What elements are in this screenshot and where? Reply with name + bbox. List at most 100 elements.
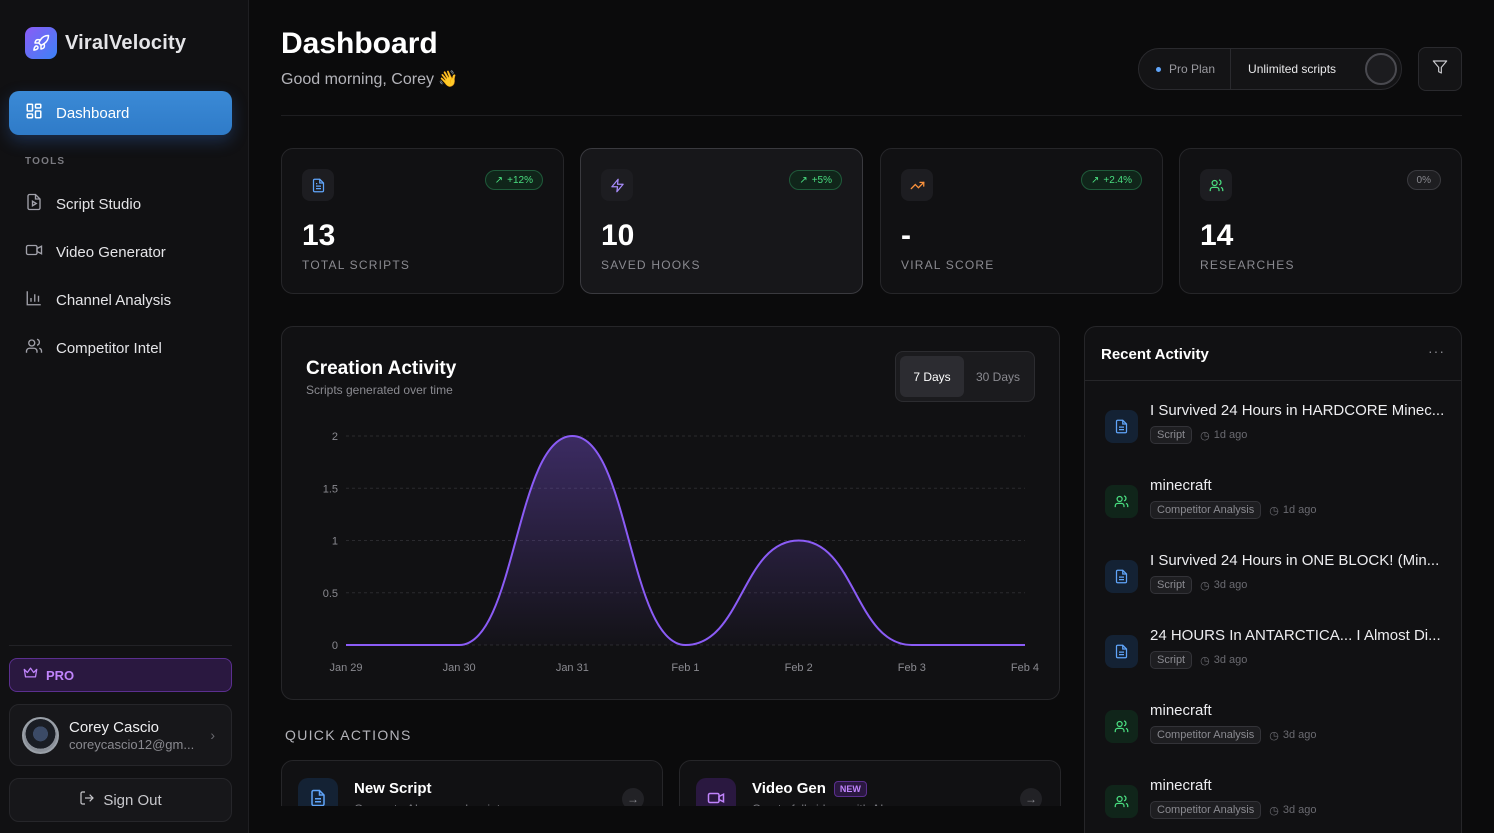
activity-item[interactable]: I Survived 24 Hours in ONE BLOCK! (Min..… [1105,552,1445,612]
divider [9,645,232,646]
plan-pill[interactable]: Pro Plan Unlimited scripts [1138,48,1402,90]
sidebar-item-dashboard[interactable]: Dashboard [9,91,232,135]
activity-item-tag: Script [1150,576,1193,594]
video-icon [25,241,43,264]
time-text: 3d ago [1282,729,1317,741]
x-tick-label: Jan 31 [556,662,589,674]
stat-card-total-scripts[interactable]: ↗ +12% 13 TOTAL SCRIPTS [281,148,564,294]
action-title-text: Video Gen [752,780,826,797]
activity-item-meta: Script ◷ 3d ago [1150,576,1247,594]
arrow-right-icon: → [1020,788,1042,810]
y-tick-label: 2 [332,431,338,443]
plan-label: Pro Plan [1169,62,1216,76]
rocket-icon [25,27,57,59]
range-7-days[interactable]: 7 Days [900,356,964,397]
activity-item-time: ◷ 3d ago [1200,654,1247,667]
document-icon [302,169,334,201]
delta-value: +12% [507,174,533,186]
pro-label: PRO [46,667,75,683]
y-tick-label: 1.5 [323,483,338,495]
pro-badge[interactable]: PRO [9,658,232,692]
page-title: Dashboard [281,27,438,60]
activity-item[interactable]: 24 HOURS In ANTARCTICA... I Almost Di...… [1105,627,1445,687]
series-line [346,434,1025,647]
stat-value: - [901,219,911,252]
activity-item-tag: Competitor Analysis [1150,501,1262,519]
clock-icon: ◷ [1269,504,1279,517]
users-icon [1105,710,1138,743]
chart-subtitle: Scripts generated over time [306,383,453,397]
x-tick-label: Jan 30 [443,662,476,674]
users-icon [25,337,43,360]
action-title-text: New Script [354,780,432,797]
sidebar-item-video-generator[interactable]: Video Generator [9,232,232,272]
x-tick-label: Feb 4 [1011,662,1039,674]
bar-chart-icon [25,289,43,312]
trending-up-icon [901,169,933,201]
time-text: 3d ago [1213,579,1248,591]
clock-icon: ◷ [1200,579,1210,592]
plan-value: Unlimited scripts [1248,62,1337,76]
stat-label: SAVED HOOKS [601,258,701,272]
action-title: New Script [354,780,432,797]
activity-item-time: ◷ 3d ago [1269,804,1316,817]
activity-item[interactable]: minecraft Competitor Analysis ◷ 1d ago [1105,477,1445,537]
brand[interactable]: ViralVelocity [25,27,186,59]
activity-item-time: ◷ 1d ago [1200,429,1247,442]
stat-label: RESEARCHES [1200,258,1295,272]
greeting: Good morning, Corey 👋 [281,71,459,88]
log-out-icon [79,790,95,811]
activity-item[interactable]: minecraft Competitor Analysis ◷ 3d ago [1105,702,1445,762]
y-tick-label: 1 [332,536,338,548]
tools-heading: TOOLS [25,156,66,167]
stat-card-researches[interactable]: 0% 14 RESEARCHES [1179,148,1462,294]
activity-item-tag: Competitor Analysis [1150,726,1262,744]
activity-item-title: minecraft [1150,477,1212,494]
user-name: Corey Cascio [69,718,160,736]
delta-value: +5% [811,174,832,186]
activity-item[interactable]: minecraft Competitor Analysis ◷ 3d ago [1105,777,1445,833]
time-text: 1d ago [1213,429,1248,441]
quick-actions-heading: QUICK ACTIONS [285,727,412,743]
delta-badge: 0% [1406,170,1441,190]
filter-button[interactable] [1418,47,1462,91]
action-title: Video Gen NEW [752,780,867,797]
clock-icon: ◷ [1200,654,1210,667]
sidebar-item-script-studio[interactable]: Script Studio [9,184,232,224]
time-text: 3d ago [1213,654,1248,666]
creation-activity-card: Creation Activity Scripts generated over… [281,326,1060,700]
activity-title: Recent Activity [1101,346,1209,363]
stat-value: 14 [1200,219,1234,252]
more-options-icon[interactable]: ··· [1428,343,1445,359]
bolt-icon [601,169,633,201]
users-icon [1200,169,1232,201]
sign-out-button[interactable]: Sign Out [9,778,232,822]
activity-item[interactable]: I Survived 24 Hours in HARDCORE Minec...… [1105,402,1445,462]
trending-up-icon: ↗ [1090,174,1100,186]
activity-item-meta: Competitor Analysis ◷ 3d ago [1150,726,1316,744]
filter-icon [1432,59,1448,80]
activity-item-title: minecraft [1150,777,1212,794]
activity-item-meta: Competitor Analysis ◷ 3d ago [1150,801,1316,819]
clock-icon: ◷ [1269,729,1279,742]
theme-toggle[interactable] [1365,53,1397,85]
sidebar-item-label: Competitor Intel [56,339,162,357]
delta-badge: ↗ +5% [789,170,842,190]
stat-card-viral-score[interactable]: ↗ +2.4% - VIRAL SCORE [880,148,1163,294]
avatar [22,716,59,754]
sidebar-item-competitor-intel[interactable]: Competitor Intel [9,328,232,368]
activity-item-meta: Competitor Analysis ◷ 1d ago [1150,501,1316,519]
activity-item-tag: Script [1150,426,1193,444]
users-icon [1105,785,1138,818]
time-text: 3d ago [1282,804,1317,816]
stat-card-saved-hooks[interactable]: ↗ +5% 10 SAVED HOOKS [580,148,863,294]
y-tick-label: 0 [332,640,338,652]
time-text: 1d ago [1282,504,1317,516]
sidebar: ViralVelocity Dashboard TOOLS Script Stu… [0,0,249,833]
activity-item-meta: Script ◷ 1d ago [1150,426,1247,444]
sidebar-item-channel-analysis[interactable]: Channel Analysis [9,280,232,320]
arrow-right-icon: → [622,788,644,810]
user-card[interactable]: Corey Cascio coreycascio12@gm... › [9,704,232,766]
range-30-days[interactable]: 30 Days [975,369,1021,384]
delta-value: 0% [1416,174,1431,186]
